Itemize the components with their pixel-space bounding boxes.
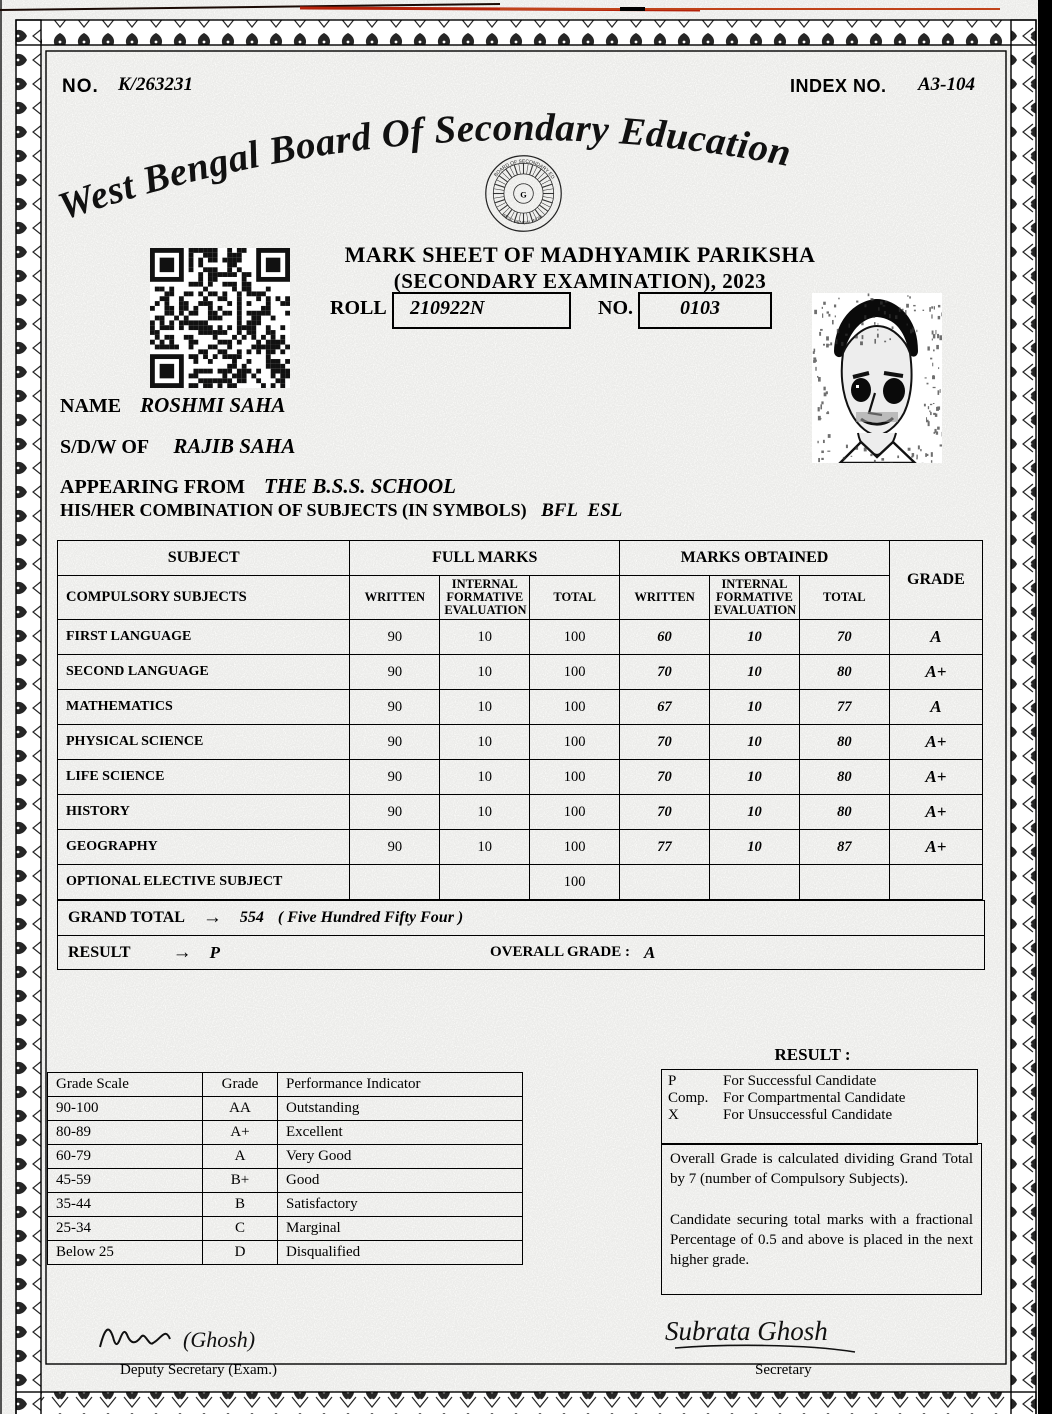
svg-text:Subrata Ghosh: Subrata Ghosh (665, 1316, 828, 1346)
svg-text:WEST BENGAL INDIA: WEST BENGAL INDIA (501, 212, 544, 225)
svg-text:West Bengal Board Of Secondary: West Bengal Board Of Secondary Education (53, 106, 795, 229)
svg-text:G: G (520, 190, 527, 199)
svg-text:(Ghosh): (Ghosh) (183, 1327, 255, 1352)
